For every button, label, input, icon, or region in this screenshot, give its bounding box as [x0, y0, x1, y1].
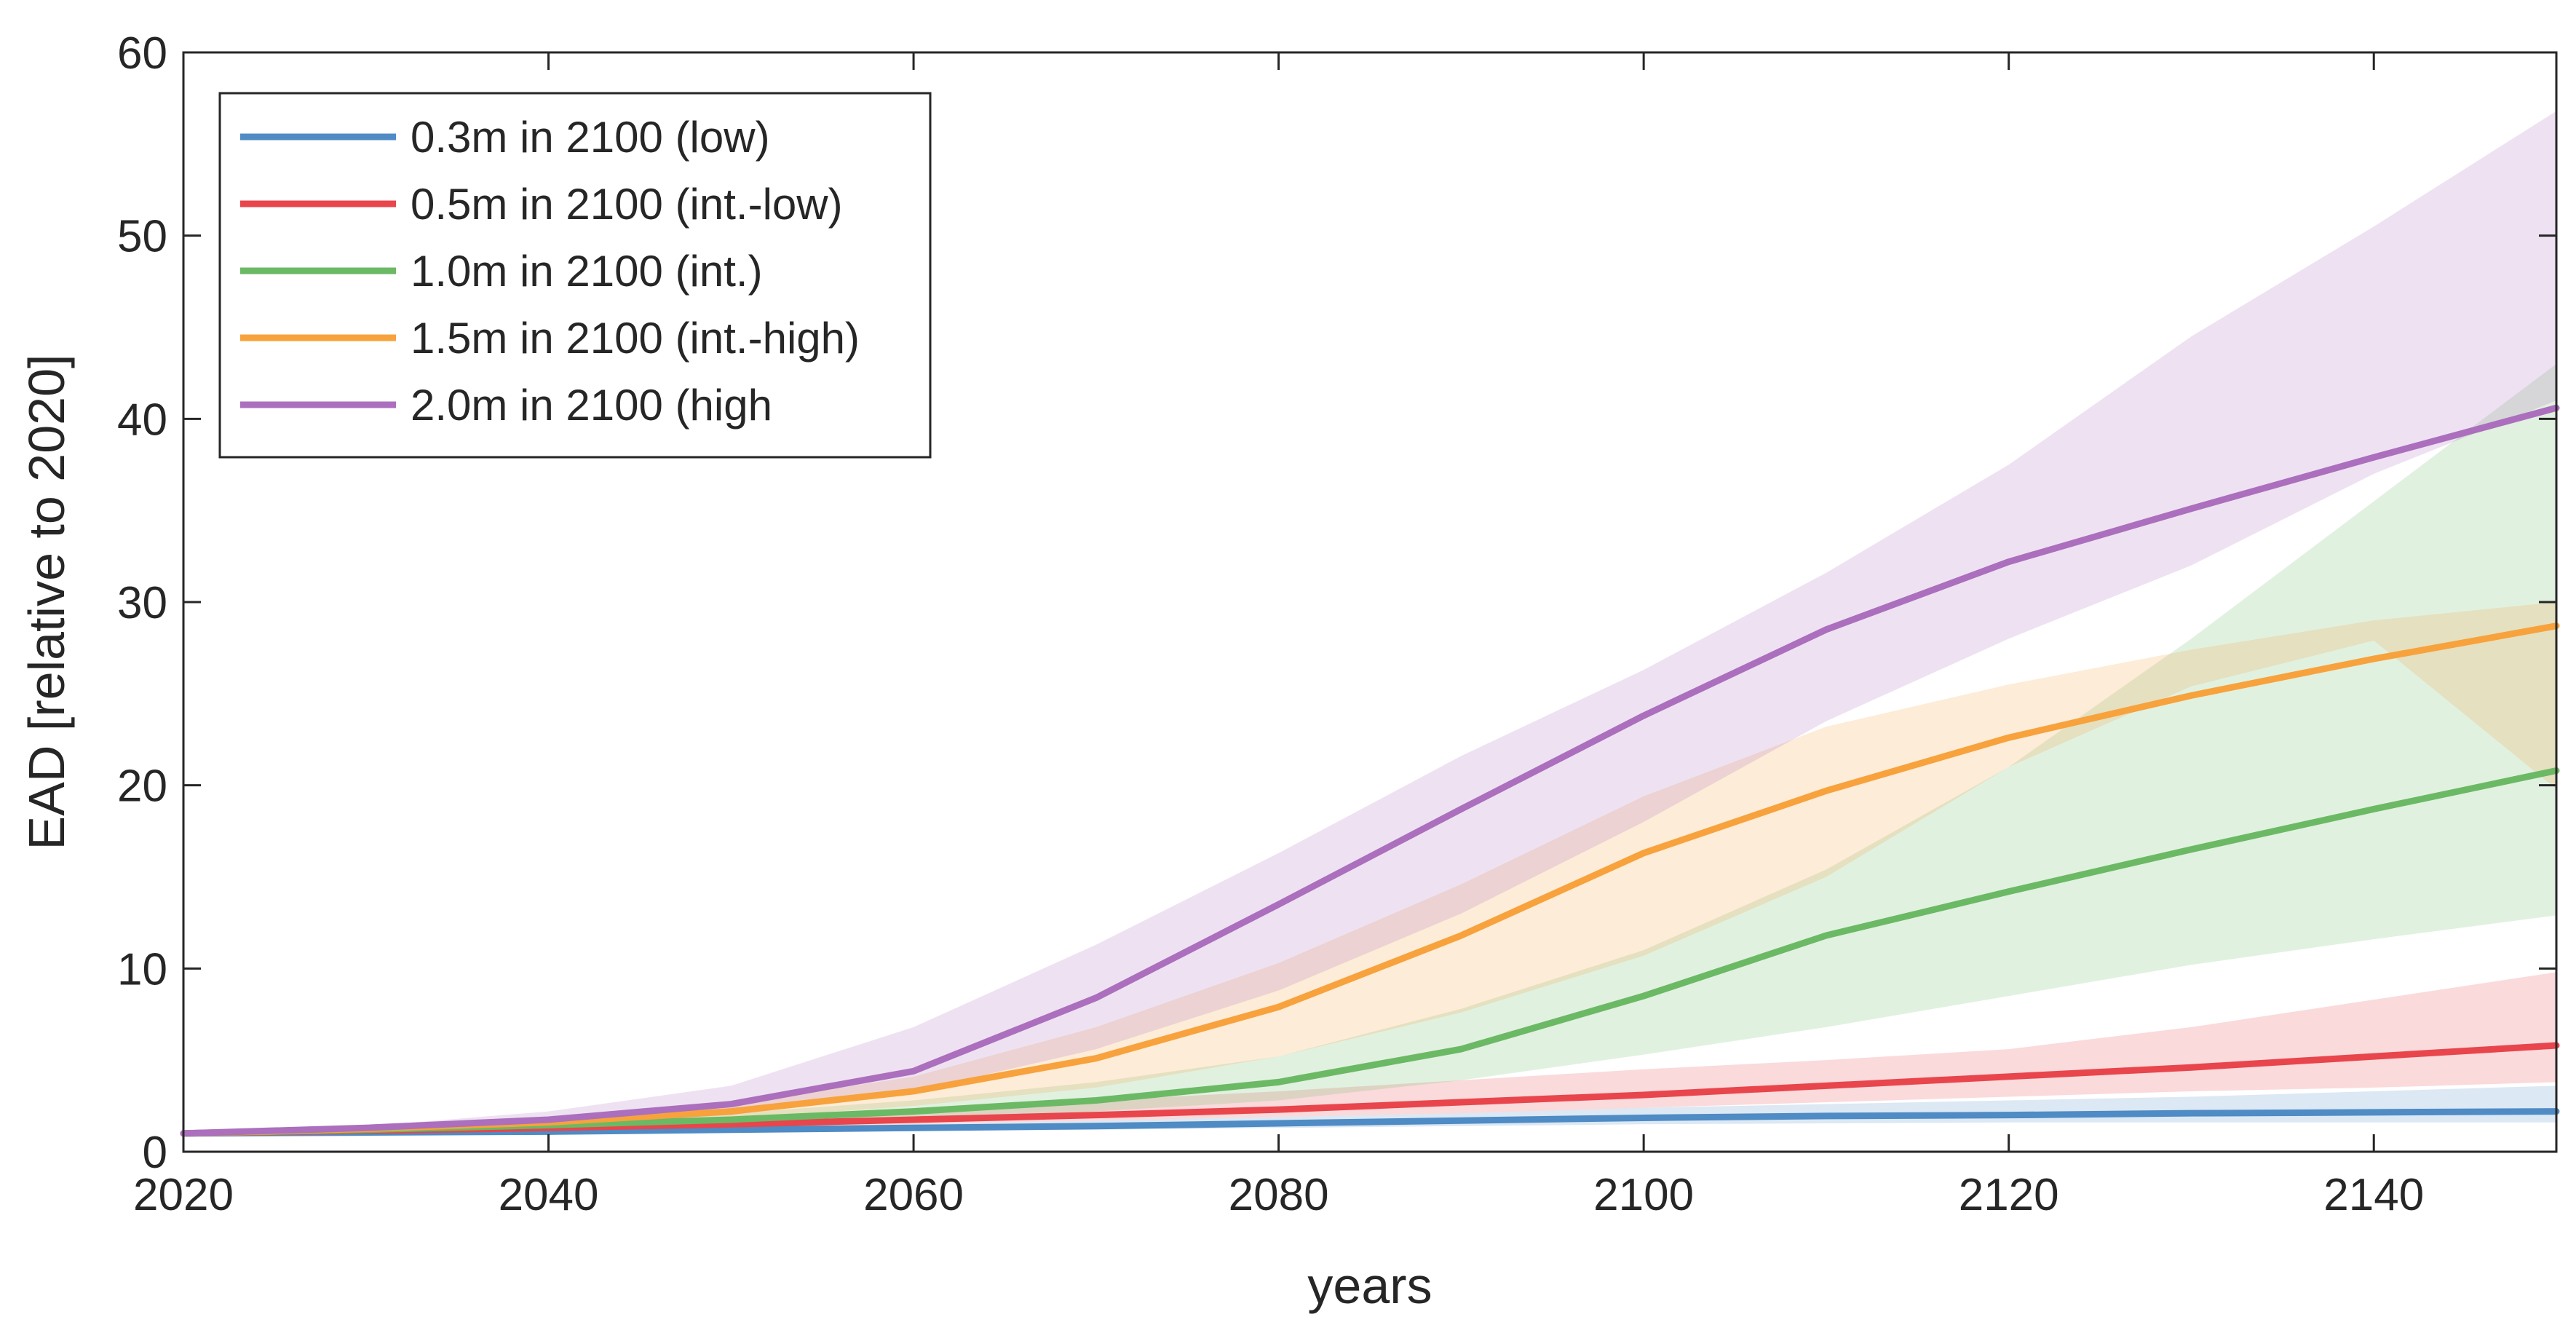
- x-tick-label: 2020: [133, 1170, 234, 1220]
- x-tick-label: 2100: [1593, 1170, 1694, 1220]
- series-lines: [180, 404, 2560, 1137]
- x-tick-label: 2080: [1229, 1170, 1329, 1220]
- x-axis-ticks: 2020 2040 2060 2080 2100 2120 2140: [133, 52, 2424, 1220]
- x-axis-label: years: [1307, 1257, 1432, 1314]
- y-axis-ticks: 0 10 20 30 40 50 60: [117, 28, 2556, 1178]
- line-series-5: [180, 404, 2560, 1137]
- uncertainty-bands: [183, 111, 2556, 1134]
- y-tick-label: 10: [117, 944, 167, 994]
- y-tick-label: 40: [117, 395, 167, 445]
- legend-label: 1.5m in 2100 (int.-high): [411, 314, 860, 363]
- x-tick-label: 2140: [2323, 1170, 2424, 1220]
- y-tick-label: 20: [117, 762, 167, 812]
- legend-label: 0.5m in 2100 (int.-low): [411, 180, 843, 229]
- line-series-1: [180, 1108, 2560, 1137]
- band-series-1: [183, 1085, 2556, 1134]
- legend-label: 2.0m in 2100 (high: [411, 381, 772, 430]
- line-series-3: [180, 767, 2560, 1137]
- y-tick-label: 50: [117, 212, 167, 262]
- band-series-5: [183, 111, 2556, 1134]
- legend-label: 0.3m in 2100 (low): [411, 113, 770, 162]
- y-tick-label: 30: [117, 578, 167, 628]
- x-tick-label: 2060: [863, 1170, 964, 1220]
- y-axis-label: EAD [relative to 2020]: [18, 355, 75, 850]
- legend-label: 1.0m in 2100 (int.): [411, 247, 763, 296]
- line-series-4: [180, 622, 2560, 1137]
- x-tick-label: 2120: [1959, 1170, 2059, 1220]
- band-series-2: [183, 972, 2556, 1134]
- y-tick-label: 0: [143, 1128, 167, 1178]
- band-series-4: [183, 602, 2556, 1134]
- legend-box: [218, 92, 932, 459]
- x-tick-label: 2040: [499, 1170, 599, 1220]
- legend: 0.3m in 2100 (low) 0.5m in 2100 (int.-low…: [218, 92, 932, 459]
- y-tick-label: 60: [117, 28, 167, 79]
- band-series-3: [183, 363, 2556, 1134]
